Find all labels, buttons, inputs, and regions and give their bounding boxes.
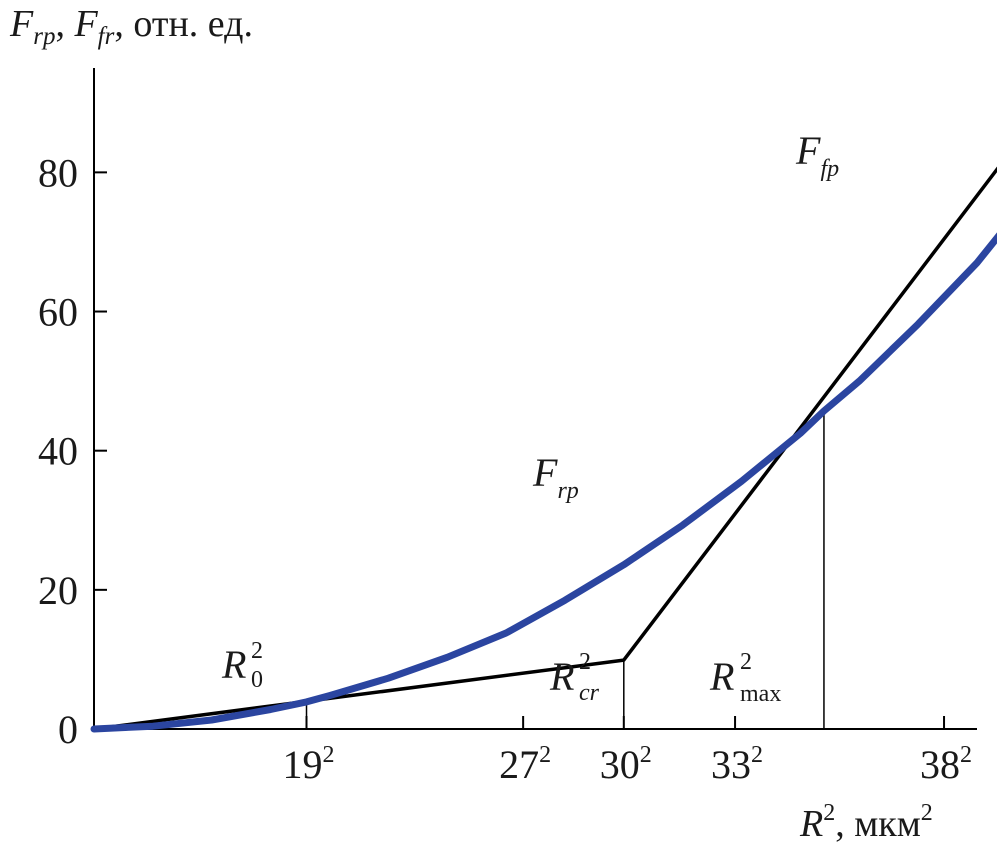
x-ticks: 192 272 302 332 382 bbox=[283, 716, 972, 787]
y-axis-title: Frp, Ffr, отн. ед. bbox=[9, 3, 253, 50]
annotation-rcr: R 2 cr bbox=[549, 649, 600, 706]
y-tick-label: 80 bbox=[38, 150, 78, 195]
guide-lines bbox=[305, 411, 825, 729]
y-tick-label: 60 bbox=[38, 290, 78, 335]
y-tick-label: 20 bbox=[38, 568, 78, 613]
series-label-ffp: Ffp bbox=[795, 128, 839, 182]
annotation-r0: R 2 0 bbox=[221, 638, 263, 693]
svg-text:cr: cr bbox=[579, 680, 600, 706]
y-tick-label: 40 bbox=[38, 429, 78, 474]
series-frp-line bbox=[90, 232, 997, 733]
svg-text:R: R bbox=[221, 642, 246, 687]
x-tick-label: 382 bbox=[920, 742, 972, 787]
annotation-rmax: R 2 max bbox=[709, 649, 781, 707]
svg-text:max: max bbox=[740, 681, 781, 707]
x-tick-label: 302 bbox=[600, 742, 652, 787]
y-tick-label: 0 bbox=[58, 707, 78, 752]
svg-text:2: 2 bbox=[579, 649, 591, 675]
svg-text:R: R bbox=[549, 654, 574, 699]
x-axis-title: R2, мкм2 bbox=[799, 800, 933, 845]
x-tick-label: 332 bbox=[711, 742, 763, 787]
series-layer bbox=[90, 166, 997, 733]
svg-text:0: 0 bbox=[251, 667, 263, 693]
svg-text:2: 2 bbox=[251, 638, 263, 664]
series-ffp-line bbox=[92, 166, 997, 731]
svg-text:2: 2 bbox=[740, 649, 752, 675]
x-tick-label: 192 bbox=[283, 742, 335, 787]
series-label-frp: Frp bbox=[532, 450, 579, 504]
x-tick-label: 272 bbox=[499, 742, 551, 787]
svg-text:R: R bbox=[709, 654, 734, 699]
y-ticks: 0 20 40 60 80 bbox=[38, 150, 107, 752]
